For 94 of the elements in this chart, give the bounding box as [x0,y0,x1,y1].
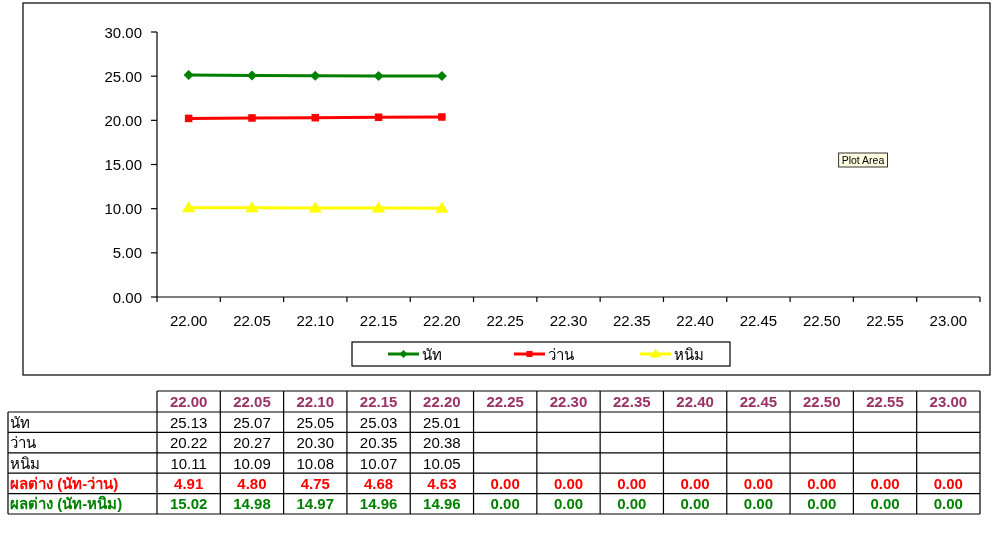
category-label: 22.20 [423,393,461,410]
y-tick-label: 10.00 [104,200,142,218]
category-label: 23.00 [929,393,968,410]
y-tick-label: 30.00 [104,23,142,41]
data-label: 20.27 [233,434,271,452]
point [438,113,446,121]
category-label: 22.50 [802,393,841,410]
text: 0.00 [490,495,520,513]
text: 0.00 [807,495,837,513]
category-label: 22.40 [676,393,714,410]
text: หนิม [10,454,40,472]
x-tick-label: 22.15 [359,311,398,329]
text: 0.00 [743,474,774,492]
point [310,70,321,81]
x-tick-label: 22.30 [549,311,588,329]
category-label: 22.25 [486,393,524,410]
data-label: 20.22 [169,434,208,452]
category-label: 22.35 [613,393,651,410]
legend-label: ผลต่าง (นัท-ว่าน) [10,474,119,492]
point [182,201,196,213]
text: 4.75 [300,474,330,492]
category-label: 22.15 [359,393,398,410]
point [373,70,384,81]
point [248,114,256,122]
y-tick-label: 20.00 [104,111,142,129]
text: 0.00 [870,474,900,492]
y-tick-label: 0.00 [112,288,142,306]
data-label: 20.38 [423,434,461,452]
y-tick-label: 15.00 [104,156,142,173]
text: 0.00 [680,495,710,513]
data-label: 10.08 [296,454,335,472]
text: ว่าน [10,434,36,452]
category-label: 22.30 [549,393,588,410]
y-tick-label: 5.00 [112,244,142,262]
point [435,201,449,213]
text: 0.00 [870,495,900,513]
legend-label: หนิม [674,345,704,363]
x-tick-label: 22.40 [676,311,714,329]
text: 4.91 [174,474,204,492]
data-label: 20.30 [296,434,335,452]
data-label: 25.05 [296,413,335,431]
data-label: 25.01 [423,413,461,431]
data-label: 25.07 [233,413,271,431]
text: 4.63 [427,474,457,492]
text: 0.00 [553,474,584,492]
text: 0.00 [743,495,774,513]
text: 14.96 [423,495,461,513]
point [374,113,383,121]
category-label: 22.05 [233,393,271,410]
x-tick-label: 22.45 [739,311,778,329]
text: 0.00 [553,495,584,513]
x-tick-label: 23.00 [929,311,968,329]
text: นัท [10,413,30,431]
point [183,70,194,81]
category-label: 22.45 [739,393,778,410]
x-tick-label: 22.00 [169,311,208,329]
x-tick-label: 22.20 [423,311,461,329]
category-label: 22.10 [296,393,335,410]
data-label: 10.07 [359,454,398,472]
point [308,201,322,213]
y-tick-label: 25.00 [104,67,142,85]
text: 14.97 [296,495,335,513]
category-label: 22.00 [169,393,208,410]
x-tick-label: 22.25 [486,311,524,329]
legend-label: ผลต่าง (นัท-หนิม) [10,495,123,513]
x-tick-label: 22.10 [296,311,335,329]
text: 0.00 [680,474,710,492]
point [372,201,386,213]
category-label: 22.55 [866,393,904,410]
x-tick-label: 22.05 [233,311,271,329]
legend-label: ว่าน [548,345,574,363]
data-label: 10.09 [233,454,271,472]
data-label: 20.35 [359,434,398,452]
text: 0.00 [933,474,963,492]
text: 14.96 [359,495,398,513]
text: 0.00 [617,495,647,513]
data-label: 10.11 [170,454,207,472]
x-tick-label: 22.55 [866,311,904,329]
text: 4.68 [363,474,394,492]
data-label: 10.05 [423,454,461,472]
text: 4.80 [237,474,267,492]
x-tick-label: 22.35 [613,311,651,329]
text: 0.00 [807,474,837,492]
legend-label: นัท [422,345,442,363]
text: 0.00 [933,495,963,513]
point [245,201,259,213]
annotation: Plot Area [838,152,888,168]
text: 0.00 [617,474,647,492]
text: 15.02 [169,495,208,513]
data-label: 25.13 [169,413,208,431]
text: 14.98 [233,495,271,513]
x-tick-label: 22.50 [802,311,841,329]
data-label: 25.03 [359,413,398,431]
text: 0.00 [490,474,520,492]
